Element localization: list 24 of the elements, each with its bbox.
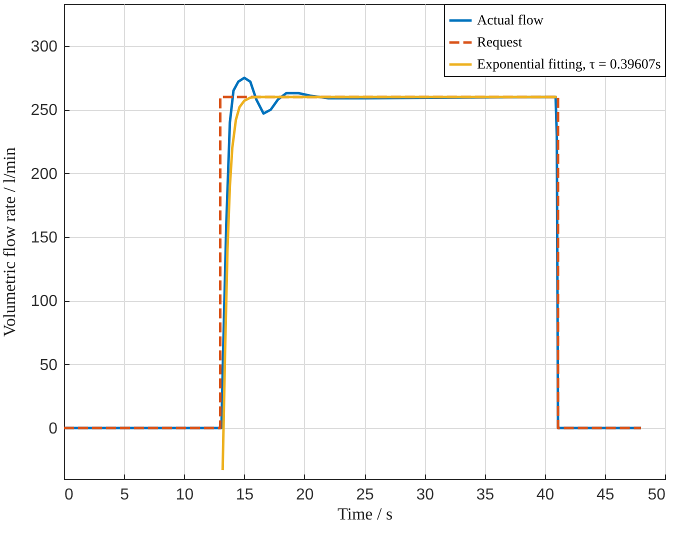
x-tick-label: 20 — [296, 486, 314, 504]
x-tick-label: 40 — [536, 486, 554, 504]
x-tick-label: 10 — [176, 486, 194, 504]
x-tick-label: 45 — [596, 486, 614, 504]
x-tick-label: 35 — [476, 486, 494, 504]
x-tick-label: 50 — [648, 486, 666, 504]
legend-label: Request — [477, 36, 522, 50]
y-tick-label: 150 — [30, 230, 58, 247]
y-tick-label: 250 — [30, 102, 58, 120]
y-tick-label: 50 — [40, 356, 58, 374]
y-tick-label: 100 — [30, 293, 58, 310]
legend-label: Actual flow — [477, 14, 544, 28]
x-tick-label: 0 — [64, 486, 74, 504]
line-series — [221, 96, 558, 472]
y-tick-label: 0 — [48, 420, 58, 438]
x-tick-label: 25 — [356, 486, 374, 504]
x-tick-label: 5 — [120, 486, 130, 504]
legend-label: Exponential fitting, τ = 0.39607s — [477, 58, 661, 72]
x-tick-label: 15 — [236, 486, 254, 504]
y-axis-title: Volumetric flow rate / l/min — [0, 146, 19, 337]
x-tick-label: 30 — [416, 486, 434, 504]
x-axis-title: Time / s — [337, 504, 393, 524]
y-tick-label: 200 — [30, 166, 58, 183]
y-tick-label: 300 — [30, 38, 58, 56]
